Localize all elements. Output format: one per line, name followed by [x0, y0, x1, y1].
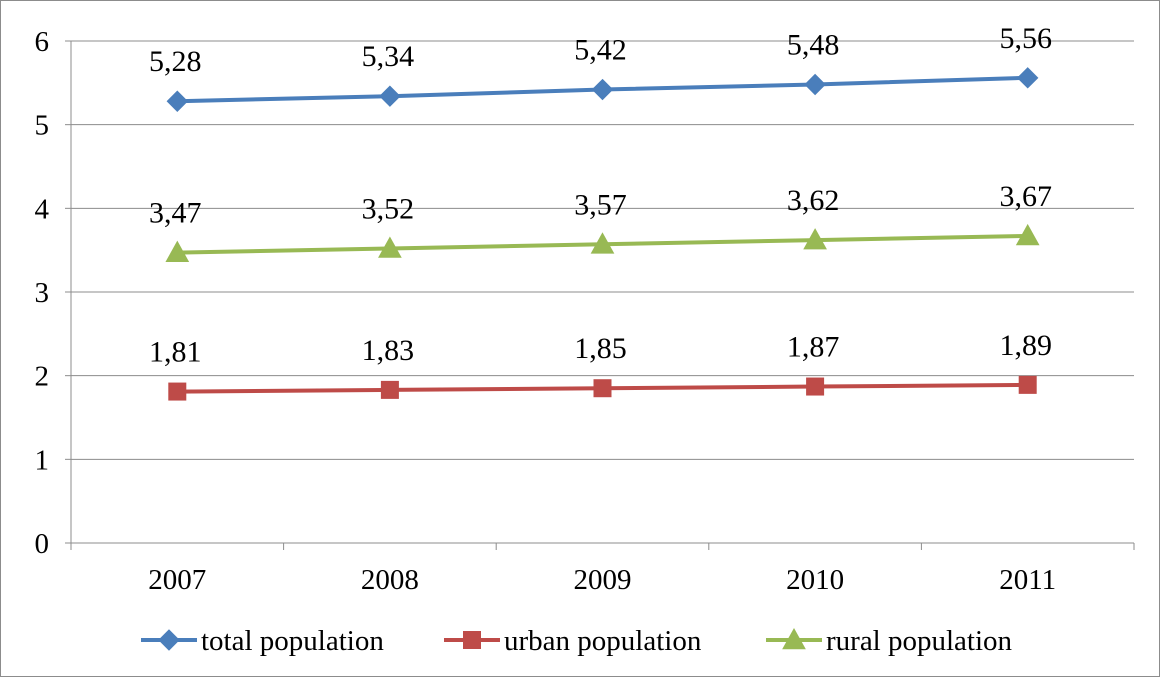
- data-point: [380, 380, 399, 399]
- data-label: 1,89: [999, 329, 1052, 362]
- data-point: [166, 90, 189, 112]
- data-point: [379, 85, 401, 107]
- y-tick-label: 0: [35, 528, 50, 560]
- y-tick-label: 6: [35, 26, 50, 58]
- data-label: 3,47: [149, 197, 202, 230]
- data-point: [591, 78, 614, 101]
- legend-label: rural population: [826, 625, 1013, 657]
- data-point: [1018, 375, 1037, 394]
- data-point: [378, 236, 402, 258]
- y-tick-label: 1: [35, 444, 50, 476]
- data-point: [1015, 223, 1040, 246]
- data-label: 1,83: [362, 334, 415, 367]
- data-label: 5,56: [999, 22, 1052, 55]
- x-tick-label: 2008: [361, 564, 419, 596]
- data-label: 1,85: [574, 332, 627, 365]
- data-point: [803, 228, 827, 250]
- data-point: [593, 379, 612, 398]
- legend: total population urban population rural po…: [141, 625, 1013, 657]
- data-label: 3,52: [362, 192, 415, 225]
- data-point: [590, 232, 615, 254]
- data-label: 3,67: [999, 180, 1052, 213]
- y-tick-label: 2: [35, 361, 50, 393]
- x-tick-label: 2010: [786, 564, 844, 596]
- data-label: 3,57: [574, 188, 627, 221]
- x-tick-label: 2011: [999, 564, 1056, 596]
- y-tick-label: 3: [35, 277, 50, 309]
- x-tick-label: 2007: [148, 564, 206, 596]
- legend-marker: [782, 627, 806, 650]
- legend-marker: [463, 631, 481, 649]
- data-label: 5,48: [787, 29, 840, 62]
- data-point: [1016, 67, 1039, 89]
- data-labels: 5,28 5,34 5,42 5,48 5,56 1,81 1,83 1,85 1,87 1,89…: [149, 22, 1052, 369]
- y-tick-label: 4: [35, 193, 50, 225]
- data-label: 1,81: [149, 336, 202, 369]
- data-label: 5,34: [362, 40, 415, 73]
- x-tick-label: 2009: [574, 564, 632, 596]
- legend-label: total population: [201, 625, 384, 657]
- data-label: 1,87: [787, 331, 840, 364]
- data-label: 5,42: [574, 34, 627, 67]
- data-point: [165, 240, 190, 262]
- legend-marker: [158, 629, 180, 651]
- data-label: 3,62: [787, 184, 840, 217]
- y-tick-label: 5: [35, 110, 50, 142]
- data-point: [806, 377, 825, 396]
- gridlines: [71, 40, 1134, 460]
- data-point: [804, 73, 826, 96]
- data-point: [168, 382, 187, 401]
- series-group: [165, 67, 1040, 401]
- data-label: 5,28: [149, 45, 202, 78]
- axes: 0 1 2 3 4 5 6 2007 2008 2009 2010 2011: [35, 26, 1135, 596]
- legend-label: urban population: [504, 625, 702, 657]
